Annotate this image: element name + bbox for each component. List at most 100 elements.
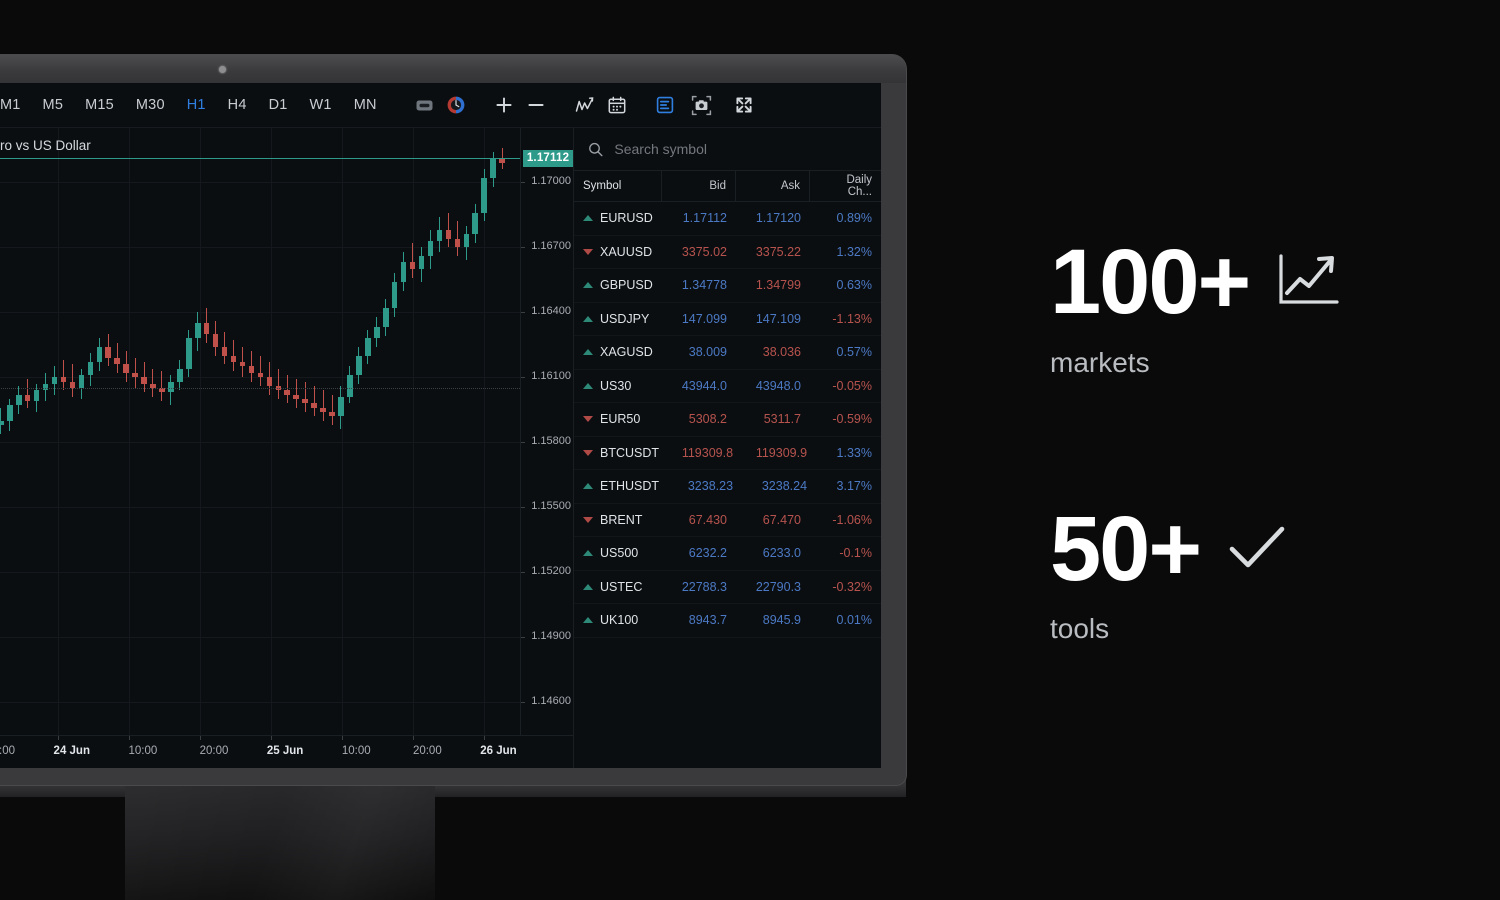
symbol-label: GBPUSD [600,278,653,293]
timeframe-h1[interactable]: H1 [186,97,206,113]
candle-body [409,262,416,269]
candlestick [51,128,58,735]
cell-bid: 1.34778 [681,278,727,293]
column-header-ask[interactable]: Ask [736,171,810,201]
arrow-down-icon [583,449,593,456]
gridline-vertical [271,128,273,735]
cell-daily-change: 3.17% [836,479,872,494]
stat-label-tools: tools [1050,613,1110,645]
cell-symbol: XAUUSD [574,245,662,259]
cell-bid: 5308.2 [688,412,727,427]
candle-wick [62,359,64,391]
candle-body [302,398,308,404]
screenshot-icon[interactable] [687,90,717,120]
toolbar-right-group [687,90,881,120]
gridline-horizontal [0,507,520,509]
fullscreen-icon[interactable] [729,90,759,120]
table-row[interactable]: XAGUSD 38.009 38.036 0.57% [574,336,881,370]
cell-symbol: USTEC [574,580,662,594]
timeframe-m5[interactable]: M5 [42,97,64,113]
indicators-icon[interactable] [574,90,595,120]
column-header-daily-change[interactable]: Daily Ch... [846,174,872,198]
price-tick-mark [521,377,525,379]
candlestick [15,128,22,735]
candlestick [284,128,291,735]
candle-body [391,281,398,308]
arrow-up-icon [583,215,593,222]
table-row[interactable]: UK100 8943.7 8945.9 0.01% [574,604,881,638]
table-row[interactable]: BRENT 67.430 67.470 -1.06% [574,504,881,537]
timeframe-h4[interactable]: H4 [227,97,247,113]
candle-body [105,346,112,358]
timeframe-m1[interactable]: M1 [0,97,21,113]
session-clock-icon[interactable] [446,90,466,120]
table-row[interactable]: US30 43944.0 43948.0 -0.05% [574,370,881,403]
search-input[interactable] [614,141,867,157]
table-row[interactable]: USTEC 22788.3 22790.3 -0.32% [574,571,881,604]
zoom-out-icon[interactable] [526,90,546,120]
candle-body [463,234,470,248]
cell-symbol: USDJPY [574,312,662,326]
candle-body [87,362,94,376]
price-tick-label: 1.14900 [531,630,571,643]
candlestick [436,128,443,735]
gridline-horizontal [0,312,520,314]
time-tick-mark [342,736,344,740]
candle-body [257,372,264,378]
market-watch-panel-icon[interactable] [655,90,675,120]
table-row[interactable]: US500 6232.2 6233.0 -0.1% [574,537,881,571]
table-row[interactable]: BTCUSDT 119309.8 119309.9 1.33% [574,437,881,470]
table-row[interactable]: XAUUSD 3375.02 3375.22 1.32% [574,236,881,269]
candlestick [320,128,326,735]
table-row[interactable]: EURUSD 1.17112 1.17120 0.89% [574,202,881,236]
table-row[interactable]: ETHUSDT 3238.23 3238.24 3.17% [574,470,881,504]
cell-symbol: EURUSD [574,211,662,225]
timeframe-w1[interactable]: W1 [309,97,332,113]
cell-symbol: UK100 [574,613,662,627]
time-tick-label: 26 Jun [480,745,517,757]
price-tick-mark [521,572,525,574]
timeframe-m15[interactable]: M15 [85,97,114,113]
chart-plot-area[interactable]: ro vs US Dollar [0,128,520,735]
cell-ask: 67.470 [762,512,801,527]
table-row[interactable]: EUR50 5308.2 5311.7 -0.59% [574,403,881,437]
zoom-in-icon[interactable] [494,90,514,120]
column-header-bid[interactable]: Bid [662,171,736,201]
price-chart[interactable]: ro vs US Dollar 1.17000 1.17112 1.17000 1… [0,128,573,768]
cell-symbol: BTCUSDT [574,446,668,460]
candlestick [266,128,273,735]
cell-daily-change: -0.1% [839,546,872,561]
laptop-base [125,785,435,900]
timeframe-mn[interactable]: MN [353,97,377,113]
price-tick-mark [521,182,525,184]
cell-symbol: US500 [574,546,662,560]
column-header-symbol[interactable]: Symbol [574,171,662,201]
table-row[interactable]: USDJPY 147.099 147.109 -1.13% [574,303,881,336]
candlestick [186,128,192,735]
candlestick [311,128,317,735]
cell-ask: 38.036 [762,345,801,360]
time-tick-mark [128,736,130,740]
cell-ask: 8945.9 [762,613,801,628]
candle-body [311,403,317,408]
candle-wick [322,390,324,421]
candle-body [275,385,282,391]
price-tick-mark [521,637,525,639]
price-tick-label: 1.17000 [531,175,571,188]
calendar-icon[interactable] [607,90,627,120]
cell-bid: 147.099 [681,311,727,326]
table-row[interactable]: GBPUSD 1.34778 1.34799 0.63% [574,269,881,303]
cell-daily-change: 0.63% [836,278,872,293]
search-row[interactable] [574,128,881,171]
candlestick [365,128,371,735]
candlestick [391,128,398,735]
chart-type-icon[interactable] [415,90,434,120]
candlestick [382,128,389,735]
timeframe-m30[interactable]: M30 [135,97,165,113]
arrow-up-icon [583,382,593,389]
price-axis[interactable]: 1.17000 1.17112 1.17000 1.16700 1.16400 1.1… [520,128,573,735]
candle-body [33,390,40,402]
timeframe-d1[interactable]: D1 [268,97,288,113]
arrow-up-icon [583,483,593,490]
